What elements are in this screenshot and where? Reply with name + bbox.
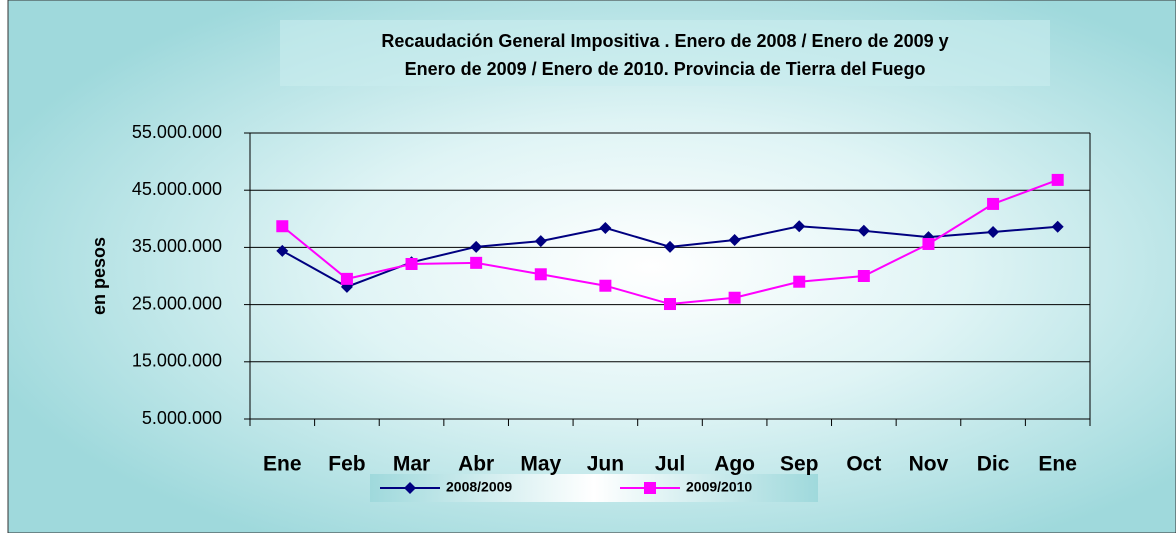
- chart-background: [7, 0, 1176, 534]
- title-background: [280, 20, 1050, 86]
- legend-label: 2009/2010: [686, 479, 752, 495]
- marker: [276, 244, 289, 257]
- x-tick-label: Jun: [587, 453, 624, 476]
- marker: [470, 240, 483, 253]
- legend-label: 2008/2009: [446, 479, 512, 495]
- x-tick-label: Oct: [846, 453, 881, 476]
- marker: [1051, 220, 1064, 233]
- marker: [405, 257, 418, 270]
- marker: [728, 233, 741, 246]
- y-tick-label: 5.000.000: [142, 408, 222, 428]
- x-tick-label: Ene: [1038, 453, 1077, 476]
- x-tick-label: Dic: [977, 453, 1010, 476]
- marker: [276, 220, 289, 233]
- marker: [534, 268, 547, 281]
- marker: [1051, 173, 1064, 186]
- marker: [664, 240, 676, 253]
- x-tick-label: Nov: [909, 453, 949, 476]
- legend-marker: [404, 482, 416, 494]
- x-tick-label: Ago: [714, 453, 755, 476]
- marker: [793, 275, 806, 288]
- chart-title: Enero de 2009 / Enero de 2010. Provincia…: [405, 59, 926, 79]
- y-tick-label: 45.000.000: [132, 179, 222, 199]
- y-tick-label: 35.000.000: [132, 236, 222, 256]
- x-tick-label: Jul: [655, 453, 685, 476]
- chart-title: Recaudación General Impositiva . Enero d…: [381, 31, 948, 51]
- y-tick-label: 15.000.000: [132, 351, 222, 371]
- marker: [922, 237, 935, 250]
- marker: [470, 256, 483, 269]
- marker: [793, 220, 806, 233]
- x-tick-label: May: [520, 453, 561, 476]
- marker: [857, 270, 870, 282]
- marker: [599, 279, 612, 292]
- legend-marker: [644, 482, 656, 494]
- marker: [987, 197, 1000, 210]
- x-tick-label: Abr: [458, 453, 494, 476]
- x-tick-label: Sep: [780, 453, 819, 476]
- y-tick-label: 25.000.000: [132, 293, 222, 313]
- x-tick-label: Ene: [263, 453, 302, 476]
- marker: [987, 225, 1000, 238]
- marker: [728, 291, 741, 304]
- marker: [599, 221, 612, 234]
- x-tick-label: Feb: [328, 453, 365, 476]
- y-axis-label: en pesos: [89, 237, 109, 315]
- marker: [664, 298, 676, 311]
- x-tick-label: Mar: [393, 453, 430, 476]
- marker: [857, 224, 870, 237]
- y-tick-label: 55.000.000: [132, 122, 222, 142]
- marker: [340, 272, 353, 285]
- legend-background: [370, 474, 818, 502]
- marker: [534, 235, 547, 248]
